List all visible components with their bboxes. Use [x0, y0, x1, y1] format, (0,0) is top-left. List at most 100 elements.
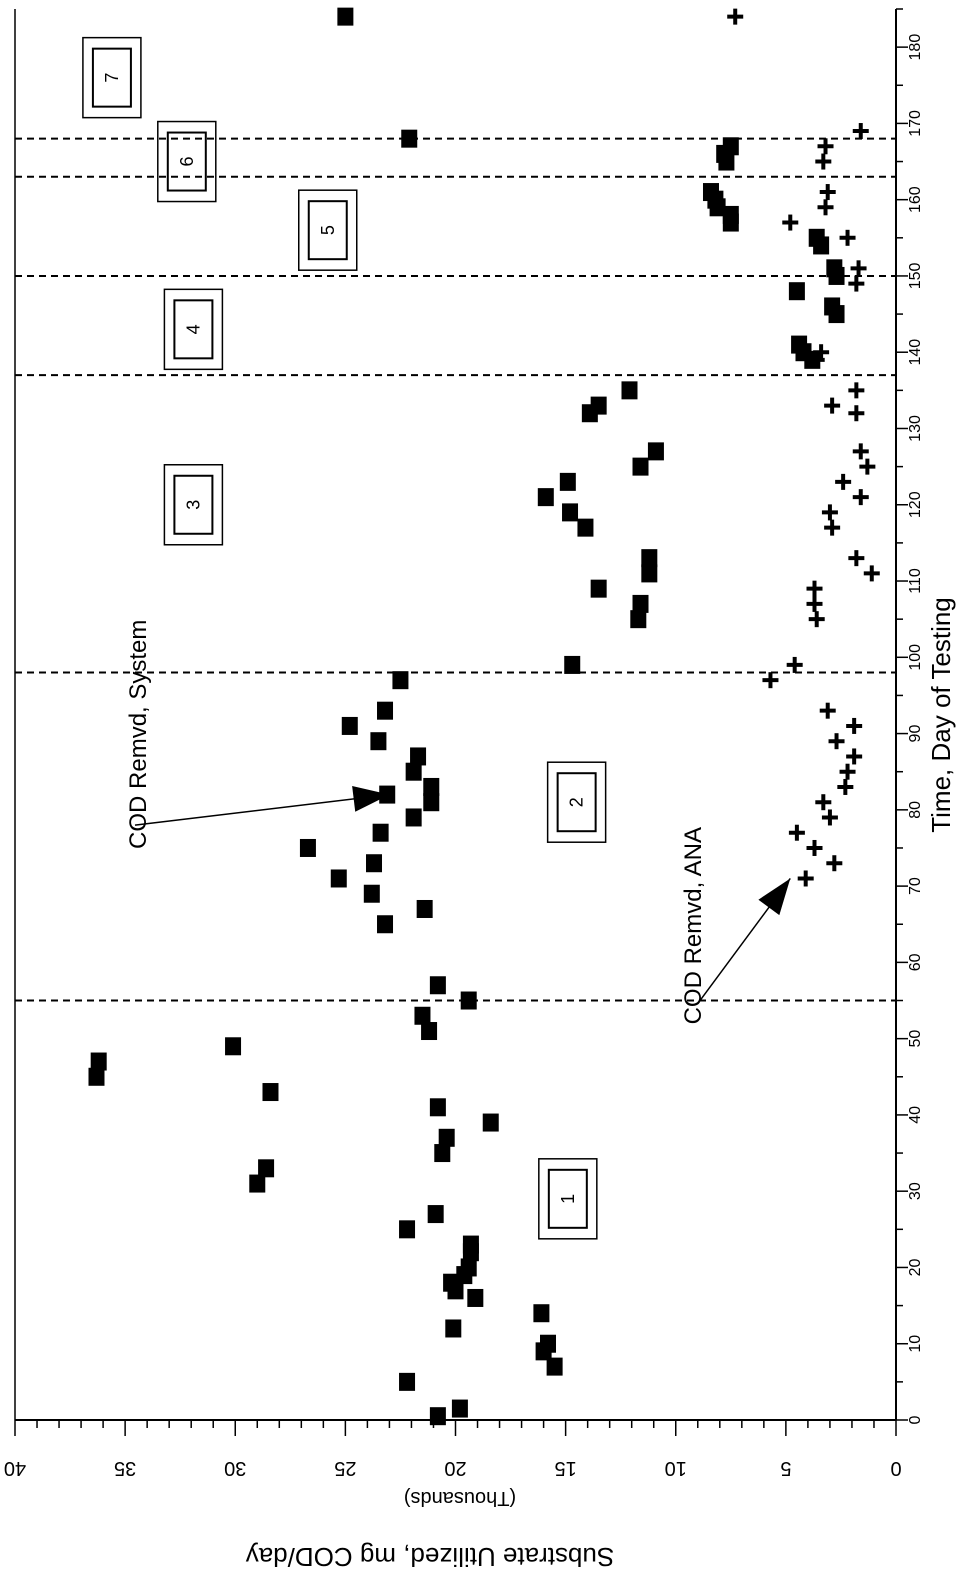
x-tick-label: 70 — [907, 877, 924, 895]
data-point-ana — [819, 184, 836, 201]
data-point-system — [632, 457, 649, 476]
data-point-system — [90, 1052, 107, 1071]
data-point-system — [826, 259, 843, 278]
annotation-text: COD Remvd, System — [125, 620, 152, 849]
data-point-system — [462, 1235, 479, 1254]
x-tick-label: 150 — [907, 263, 924, 290]
y-tick-label: 15 — [555, 1457, 577, 1479]
phase-box: 1 — [538, 1158, 598, 1240]
data-point-system — [641, 549, 658, 568]
data-point-ana — [846, 748, 863, 765]
data-point-system — [722, 137, 739, 156]
data-point-ana — [846, 717, 863, 734]
phase-box-inner — [556, 772, 597, 833]
data-point-system — [225, 1037, 242, 1056]
series-cod-removed-system — [88, 7, 845, 1426]
data-point-system — [564, 655, 581, 674]
data-point-ana — [808, 611, 825, 628]
phase-number: 4 — [183, 324, 203, 334]
data-point-ana — [835, 473, 852, 490]
data-point-system — [482, 1113, 499, 1132]
phase-box: 6 — [157, 120, 217, 203]
x-tick-label: 0 — [907, 1415, 924, 1424]
data-point-system — [546, 1357, 563, 1376]
data-point-system — [434, 1144, 451, 1163]
phase-number: 7 — [102, 73, 122, 83]
data-point-system — [443, 1273, 460, 1292]
data-point-system — [249, 1174, 266, 1193]
data-point-system — [399, 1220, 416, 1239]
data-point-ana — [826, 855, 843, 872]
phase-box-inner — [166, 131, 207, 192]
data-point-ana — [824, 397, 841, 414]
phase-box-inner — [307, 200, 348, 261]
data-point-system — [370, 732, 387, 751]
data-point-ana — [859, 458, 876, 475]
y-tick-label: 40 — [4, 1457, 26, 1479]
x-tick-label: 90 — [907, 725, 924, 743]
annotation-arrow-head — [758, 878, 791, 916]
data-point-system — [401, 129, 418, 148]
data-point-system — [421, 1022, 438, 1041]
data-point-ana — [815, 794, 832, 811]
data-point-ana — [837, 778, 854, 795]
data-point-system — [410, 747, 427, 766]
annotation-arrow-line — [134, 793, 390, 826]
data-point-system — [337, 7, 354, 26]
x-tick-label: 100 — [907, 644, 924, 671]
data-point-system — [467, 1288, 484, 1307]
x-tick-label: 30 — [907, 1182, 924, 1200]
data-point-system — [460, 1258, 477, 1277]
phase-box: 7 — [82, 36, 142, 119]
x-tick-label: 160 — [907, 186, 924, 213]
y-tick-label: 10 — [665, 1457, 687, 1479]
phase-labels: 1 2 3 4 5 6 7 — [82, 36, 607, 1240]
data-point-system — [460, 991, 477, 1010]
x-tick-label: 180 — [907, 34, 924, 61]
data-point-ana — [727, 8, 744, 25]
y-axis-label: Substrate Utilized, mg COD/day — [246, 1542, 614, 1572]
x-tick-label: 140 — [907, 339, 924, 366]
phase-number: 6 — [177, 157, 197, 167]
data-point-ana — [852, 443, 869, 460]
data-point-system — [621, 381, 638, 400]
phase-box-inner — [91, 47, 132, 108]
data-point-system — [533, 1304, 550, 1323]
data-point-ana — [806, 580, 823, 597]
data-point-ana — [848, 405, 865, 422]
data-point-ana — [797, 870, 814, 887]
data-point-ana — [821, 809, 838, 826]
phase-box: 5 — [298, 189, 358, 271]
phase-box-outer — [538, 1158, 598, 1240]
annotation-text: COD Remvd, ANA — [680, 827, 707, 1024]
data-point-ana — [788, 824, 805, 841]
x-tick-label: 10 — [907, 1335, 924, 1353]
phase-box: 3 — [163, 464, 224, 546]
y-tick-label: 0 — [890, 1457, 901, 1479]
data-point-ana — [813, 344, 830, 361]
x-tick-label: 20 — [907, 1258, 924, 1276]
data-point-system — [341, 716, 358, 735]
y-tick-label: 20 — [444, 1457, 466, 1479]
x-tick-label: 130 — [907, 415, 924, 442]
annotations: COD Remvd, System COD Remvd, ANA — [125, 620, 791, 1024]
data-point-system — [590, 396, 607, 415]
data-point-ana — [848, 550, 865, 567]
phase-box-outer — [298, 189, 358, 271]
data-point-system — [366, 854, 383, 873]
annotation: COD Remvd, ANA — [680, 827, 791, 1024]
data-point-system — [427, 1205, 444, 1224]
phase-number: 5 — [318, 225, 338, 235]
annotation-arrow-head — [352, 785, 390, 812]
data-point-system — [590, 579, 607, 598]
data-point-ana — [782, 214, 799, 231]
phase-box: 4 — [163, 288, 224, 371]
data-point-ana — [817, 199, 834, 216]
y-tick-label: 30 — [224, 1457, 246, 1479]
phase-box-outer — [163, 464, 224, 546]
data-point-system — [630, 610, 647, 629]
data-point-system — [414, 1006, 431, 1025]
data-point-system — [647, 442, 664, 461]
data-point-system — [722, 205, 739, 224]
data-point-system — [379, 785, 396, 804]
